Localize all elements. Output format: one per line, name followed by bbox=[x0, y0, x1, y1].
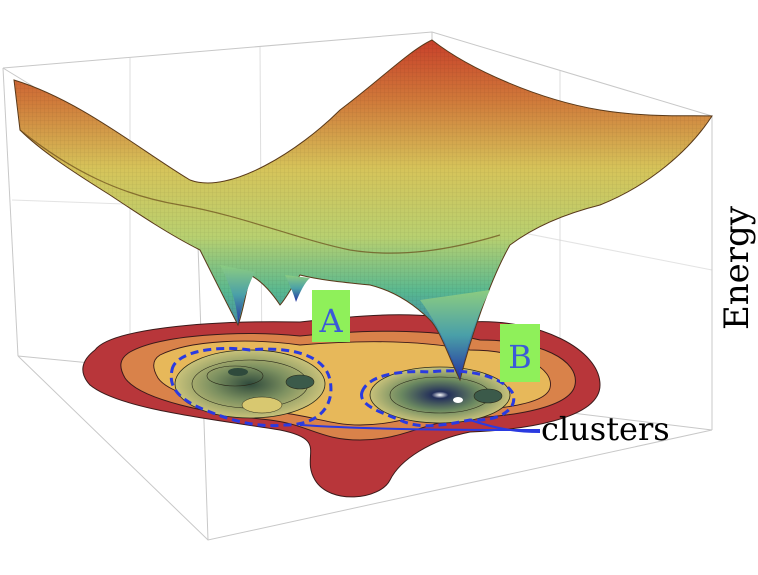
cluster-label-b: B bbox=[500, 324, 540, 382]
basin-b bbox=[369, 366, 511, 424]
energy-axis-label: Energy bbox=[717, 205, 757, 330]
annotation-lines bbox=[299, 419, 541, 433]
svg-text:A: A bbox=[318, 302, 343, 340]
cluster-b-outline bbox=[360, 369, 516, 428]
well-b bbox=[420, 290, 490, 380]
energy-surface bbox=[13, 39, 713, 382]
clusters-annotation: clusters bbox=[541, 410, 670, 448]
svg-text:B: B bbox=[508, 338, 532, 376]
cluster-a-outline bbox=[169, 346, 333, 428]
well-a-right bbox=[285, 275, 310, 302]
cluster-outlines bbox=[169, 346, 516, 428]
well-a-left bbox=[220, 265, 255, 325]
cluster-label-a: A bbox=[312, 290, 350, 342]
